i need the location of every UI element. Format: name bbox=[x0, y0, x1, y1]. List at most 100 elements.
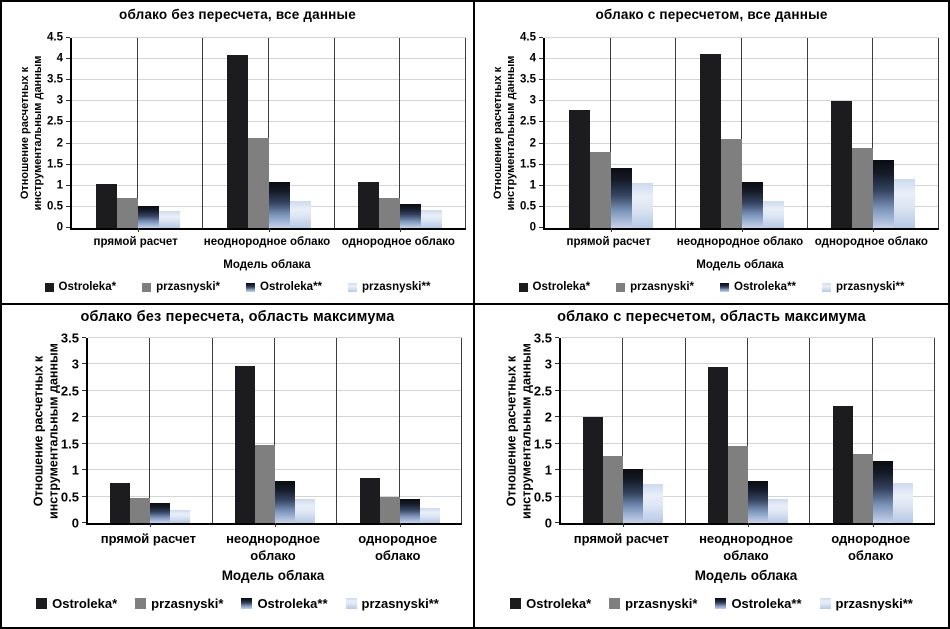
legend-item: Ostroleka* bbox=[36, 596, 117, 611]
x-axis-title: Модель облака bbox=[223, 259, 311, 271]
bar-przasnyski-star bbox=[728, 446, 748, 523]
y-tick-mark bbox=[555, 416, 559, 418]
y-tick-mark bbox=[555, 442, 559, 444]
category-separator-line bbox=[336, 338, 338, 523]
y-tick-mark bbox=[82, 416, 86, 418]
category-separator-line bbox=[268, 38, 269, 228]
legend-item: przasnyski* bbox=[142, 281, 220, 293]
legend-marker bbox=[142, 282, 152, 292]
bar-przasnyski-star bbox=[589, 152, 611, 228]
x-tick-mark bbox=[610, 228, 612, 232]
gridline bbox=[545, 121, 939, 123]
category-group bbox=[810, 338, 935, 523]
gridline bbox=[88, 337, 462, 338]
x-tick-labels: прямой расчет неоднородное облако однородн… bbox=[543, 236, 937, 248]
gridline bbox=[545, 163, 939, 165]
y-tick-label: 1.5 bbox=[520, 157, 536, 170]
bar-ostroleka-star bbox=[110, 483, 131, 523]
legend-marker bbox=[510, 598, 522, 609]
category-separator-line bbox=[399, 38, 401, 228]
category-separator-line bbox=[806, 38, 808, 228]
gridline bbox=[561, 337, 935, 338]
y-tick-label: 3.5 bbox=[520, 73, 536, 86]
y-tick-label: 3.5 bbox=[47, 73, 63, 86]
bar-ostroleka-2star bbox=[275, 480, 295, 523]
category-separator-line bbox=[684, 338, 686, 523]
legend: Ostroleka* przasnyski* Ostroleka** przasnys… bbox=[475, 281, 948, 293]
plot-area bbox=[555, 337, 935, 527]
gridline bbox=[561, 442, 935, 444]
y-tick-label: 0.5 bbox=[520, 200, 536, 213]
category-separator-line bbox=[202, 38, 204, 228]
bar-clusters bbox=[545, 38, 939, 228]
y-tick-mark bbox=[82, 337, 86, 338]
y-tick-label: 2 bbox=[544, 409, 552, 425]
category-separator-line bbox=[149, 338, 151, 523]
legend-item: Ostroleka* bbox=[44, 281, 116, 293]
category-label: однородное облако bbox=[358, 531, 438, 563]
legend-item: przasnyski** bbox=[345, 596, 439, 611]
gridline bbox=[545, 100, 939, 102]
legend-marker bbox=[819, 598, 831, 609]
legend-label: przasnyski* bbox=[630, 281, 695, 293]
y-tick-label: 0 bbox=[56, 221, 63, 234]
y-tick-mark bbox=[539, 37, 543, 38]
y-tick-mark bbox=[539, 184, 543, 186]
y-tick-mark bbox=[82, 442, 86, 444]
gridline bbox=[561, 416, 935, 418]
bar-ostroleka-star bbox=[95, 183, 117, 228]
bar-przasnyski-2star bbox=[294, 499, 315, 523]
chart-panel-top-right: облако с пересчетом, все данные Отношение… bbox=[475, 2, 948, 305]
plot-area bbox=[539, 37, 939, 232]
bar-ostroleka-2star bbox=[400, 203, 422, 228]
y-tick-mark bbox=[82, 522, 86, 523]
category-separator-line bbox=[747, 338, 748, 523]
y-tick-mark bbox=[539, 58, 543, 60]
bar-clusters bbox=[72, 38, 466, 228]
y-tick-label: 3.5 bbox=[533, 330, 552, 346]
y-tick-mark bbox=[555, 389, 559, 391]
legend-label: przasnyski* bbox=[151, 596, 224, 611]
category-group bbox=[676, 38, 807, 228]
y-tick-mark bbox=[66, 163, 70, 165]
y-tick-mark bbox=[82, 469, 86, 471]
y-tick-label: 0.5 bbox=[533, 489, 552, 505]
category-group bbox=[337, 338, 462, 523]
legend-item: Ostroleka** bbox=[720, 281, 796, 293]
bar-ostroleka-2star bbox=[748, 480, 768, 523]
x-axis-title: Модель облака bbox=[696, 259, 784, 271]
category-separator-line bbox=[938, 38, 939, 228]
bar-ostroleka-star bbox=[583, 417, 604, 523]
gridline bbox=[88, 416, 462, 418]
gridline bbox=[545, 79, 939, 81]
bar-ostroleka-2star bbox=[872, 461, 893, 523]
legend-item: przasnyski** bbox=[348, 281, 430, 293]
y-tick-label: 1.5 bbox=[47, 157, 63, 170]
gridline bbox=[72, 37, 466, 38]
bar-przasnyski-2star bbox=[421, 210, 443, 228]
x-tick-mark bbox=[399, 523, 401, 527]
category-separator-line bbox=[934, 338, 935, 523]
legend-marker bbox=[345, 598, 357, 609]
legend: Ostroleka* przasnyski* Ostroleka** przasnys… bbox=[475, 596, 948, 611]
category-label: неоднородное облако bbox=[676, 236, 804, 248]
y-tick-label: 0.5 bbox=[60, 489, 79, 505]
y-tick-label: 0.5 bbox=[47, 200, 63, 213]
y-tick-label: 2.5 bbox=[60, 383, 79, 399]
y-tick-label: 3.5 bbox=[60, 330, 79, 346]
y-tick-label: 4.5 bbox=[520, 31, 536, 44]
legend-label: przasnyski* bbox=[156, 281, 221, 293]
chart-panel-bottom-right: облако с пересчетом, область максимума От… bbox=[475, 305, 948, 627]
category-label: прямой расчет bbox=[573, 531, 669, 546]
x-tick-mark bbox=[873, 228, 875, 232]
legend-item: Ostroleka** bbox=[715, 596, 802, 611]
y-tick-label: 1.5 bbox=[533, 436, 552, 452]
gridline bbox=[545, 58, 939, 60]
bar-przasnyski-star bbox=[379, 197, 401, 228]
bar-ostroleka-star bbox=[358, 181, 380, 228]
y-tick-label: 1 bbox=[56, 179, 63, 192]
category-group bbox=[335, 38, 466, 228]
y-tick-mark bbox=[555, 522, 559, 523]
category-separator-line bbox=[461, 338, 462, 523]
